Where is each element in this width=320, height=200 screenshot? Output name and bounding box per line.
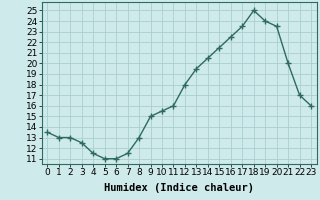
X-axis label: Humidex (Indice chaleur): Humidex (Indice chaleur) [104,183,254,193]
